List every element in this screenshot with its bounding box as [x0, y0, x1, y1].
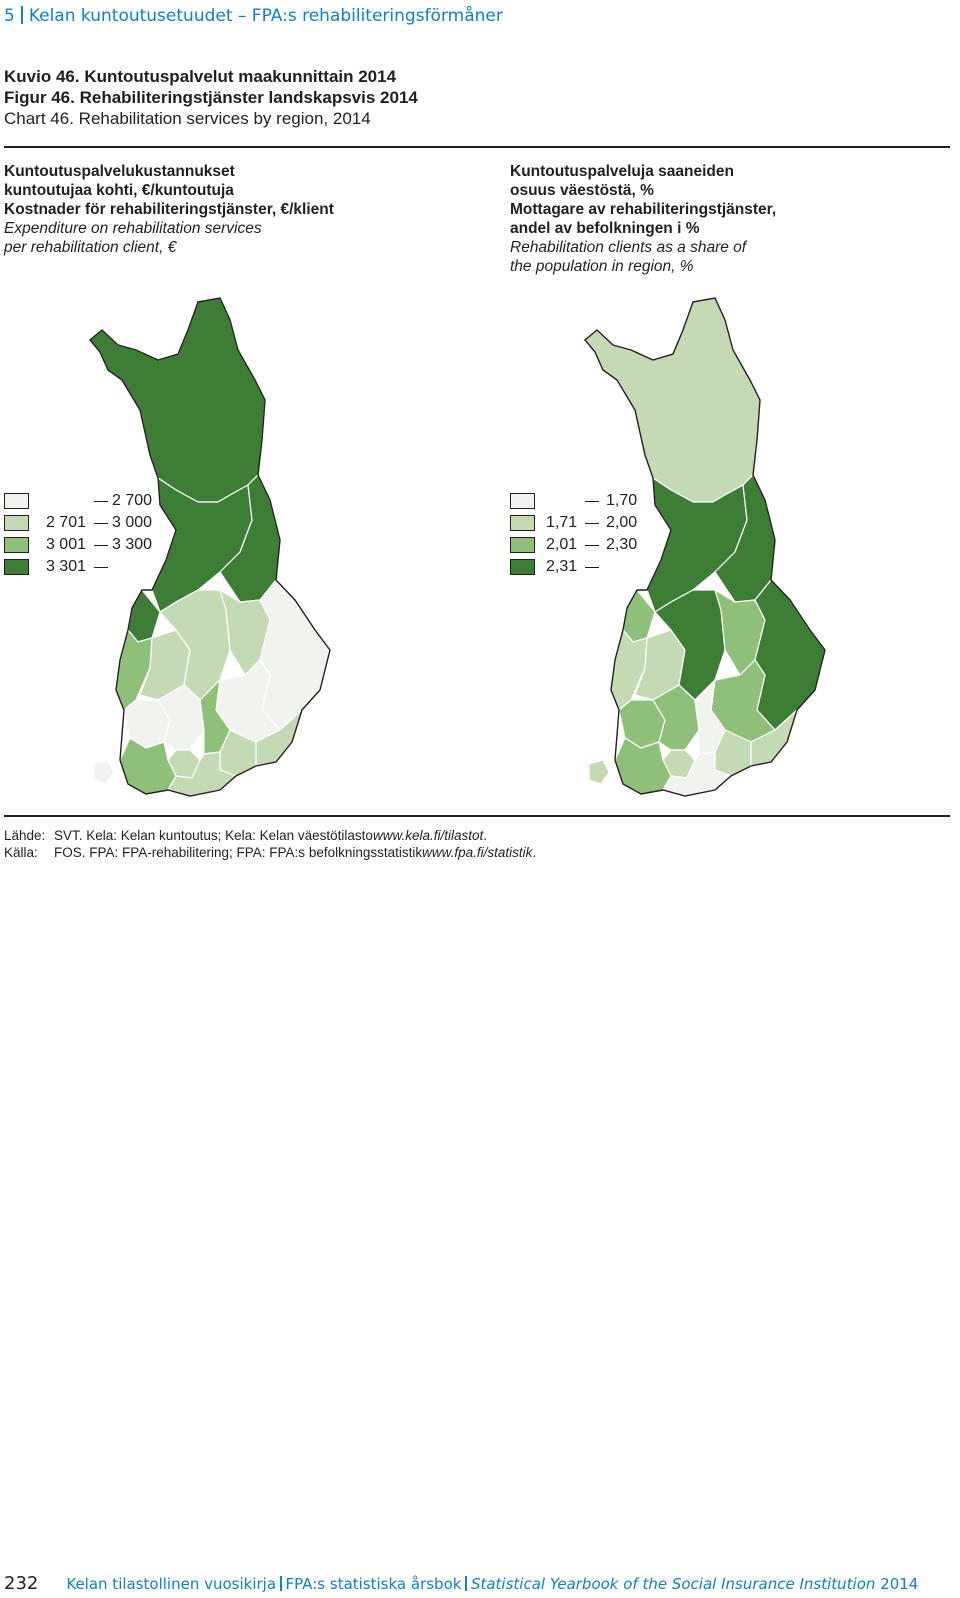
- bottom-rule: [4, 815, 950, 817]
- chapter-title: Kelan kuntoutusetuudet – FPA:s rehabilit…: [28, 6, 503, 26]
- left-map: [89, 297, 331, 797]
- legend-row: 2 700: [4, 492, 164, 514]
- source-sv: Källa: FOS. FPA: FPA-rehabilitering; FPA…: [4, 845, 537, 860]
- page-footer: 232 Kelan tilastollinen vuosikirja FPA:s s…: [4, 1573, 919, 1594]
- left-legend: 2 700 2 701 3 000 3 001 3 300 3 301: [4, 492, 164, 580]
- legend-swatch: [510, 515, 535, 531]
- figure-titles: Kuvio 46. Kuntoutuspalvelut maakunnittai…: [4, 66, 418, 129]
- source-fi: Lähde: SVT. Kela: Kelan kuntoutus; Kela:…: [4, 828, 488, 843]
- footer-divider: [280, 1576, 282, 1591]
- legend-swatch: [4, 515, 29, 531]
- legend-row: 2,31: [510, 558, 670, 580]
- figure-title-en: Chart 46. Rehabilitation services by reg…: [4, 109, 371, 128]
- figure-title-fi: Kuvio 46. Kuntoutuspalvelut maakunnittai…: [4, 67, 397, 86]
- top-rule: [4, 146, 950, 148]
- legend-dash: [94, 501, 108, 502]
- legend-swatch: [510, 493, 535, 509]
- region-north-karelia: [259, 579, 331, 731]
- legend-row: 2,01 2,30: [510, 536, 670, 558]
- legend-swatch: [510, 559, 535, 575]
- legend-dash: [94, 567, 108, 568]
- legend-row: 1,71 2,00: [510, 514, 670, 536]
- legend-row: 1,70: [510, 492, 670, 514]
- legend-dash: [585, 545, 599, 546]
- country-outline: [584, 297, 826, 797]
- right-legend: 1,70 1,71 2,00 2,01 2,30 2,31: [510, 492, 670, 580]
- region-aland: [93, 759, 115, 785]
- legend-dash: [585, 523, 599, 524]
- region-ostrobothnia: [610, 629, 648, 711]
- right-map: [584, 297, 826, 797]
- legend-swatch: [4, 493, 29, 509]
- sources: Lähde: SVT. Kela: Kelan kuntoutus; Kela:…: [4, 827, 536, 861]
- legend-dash: [94, 545, 108, 546]
- legend-dash: [585, 567, 599, 568]
- chapter-header: 5 Kelan kuntoutusetuudet – FPA:s rehabili…: [4, 6, 503, 26]
- legend-row: 3 001 3 300: [4, 536, 164, 558]
- source-link-sv[interactable]: www.fpa.fi/statistik: [422, 845, 533, 860]
- legend-dash: [94, 523, 108, 524]
- legend-swatch: [510, 537, 535, 553]
- right-map-subtitle: Kuntoutuspalveluja saaneiden osuus väest…: [510, 163, 777, 275]
- page-number: 232: [4, 1573, 39, 1594]
- legend-row: 2 701 3 000: [4, 514, 164, 536]
- legend-swatch: [4, 559, 29, 575]
- left-map-subtitle: Kuntoutuspalvelukustannukset kuntoutujaa…: [4, 163, 334, 256]
- header-divider: [20, 6, 23, 24]
- footer-divider: [465, 1576, 467, 1591]
- figure-title-sv: Figur 46. Rehabiliteringstjänster landsk…: [4, 88, 418, 107]
- region-aland: [588, 759, 610, 785]
- chapter-number: 5: [4, 6, 15, 26]
- legend-swatch: [4, 537, 29, 553]
- region-lapland: [584, 297, 761, 503]
- region-ostrobothnia: [115, 629, 153, 711]
- source-link-fi[interactable]: www.kela.fi/tilastot: [372, 828, 484, 843]
- legend-dash: [585, 501, 599, 502]
- country-outline: [89, 297, 331, 797]
- legend-row: 3 301: [4, 558, 164, 580]
- region-lapland: [89, 297, 266, 503]
- region-north-karelia: [754, 579, 826, 731]
